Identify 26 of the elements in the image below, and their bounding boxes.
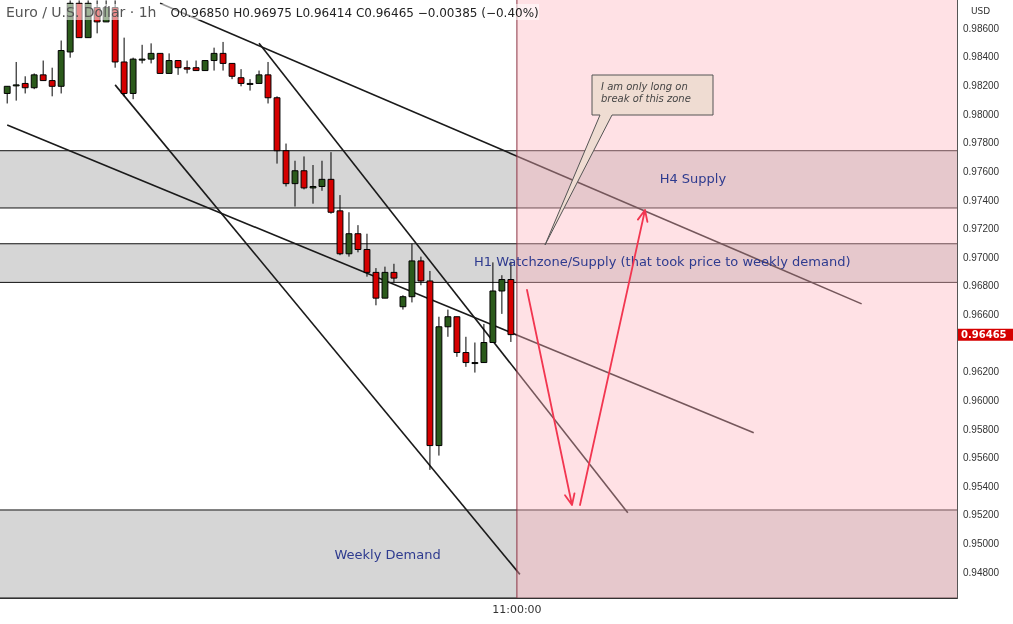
y-tick-label: 0.97600: [963, 165, 1000, 177]
y-tick-label: 0.94800: [963, 566, 1000, 578]
y-tick-label: 0.95600: [963, 452, 1000, 464]
y-tick-label: 0.98200: [963, 80, 1000, 92]
y-tick-label: 0.96000: [963, 394, 1000, 406]
y-axis-title: USD: [971, 6, 991, 16]
text: 0.96465: [961, 328, 1007, 340]
y-tick-label: 0.98600: [963, 22, 1000, 34]
y-tick-label: 0.96600: [963, 309, 1000, 321]
y-tick-label: 0.97800: [963, 137, 1000, 149]
y-tick-label: 0.95400: [963, 480, 1000, 492]
y-tick-label: 0.97000: [963, 251, 1000, 263]
band-label: H4 Supply: [659, 170, 727, 186]
y-tick-label: 0.95000: [963, 538, 1000, 550]
y-tick-label: 0.97400: [963, 194, 1000, 206]
y-tick-label: 0.98000: [963, 108, 1000, 120]
text: 11:00:00: [492, 603, 542, 617]
y-tick-label: 0.98400: [963, 51, 1000, 63]
text: O0.96850 H0.96975 L0.96414 C0.96465 −0.00385 (−0.40%): [170, 6, 539, 20]
band-label: Weekly Demand: [334, 547, 441, 563]
y-tick-label: 0.95800: [963, 423, 1000, 435]
y-tick-label: 0.96200: [963, 366, 1000, 378]
y-tick-label: 0.97200: [963, 223, 1000, 235]
y-tick-label: 0.96800: [963, 280, 1000, 292]
y-tick-label: 0.95200: [963, 509, 1000, 521]
annotation: I am only long on break of this zone: [601, 80, 691, 104]
